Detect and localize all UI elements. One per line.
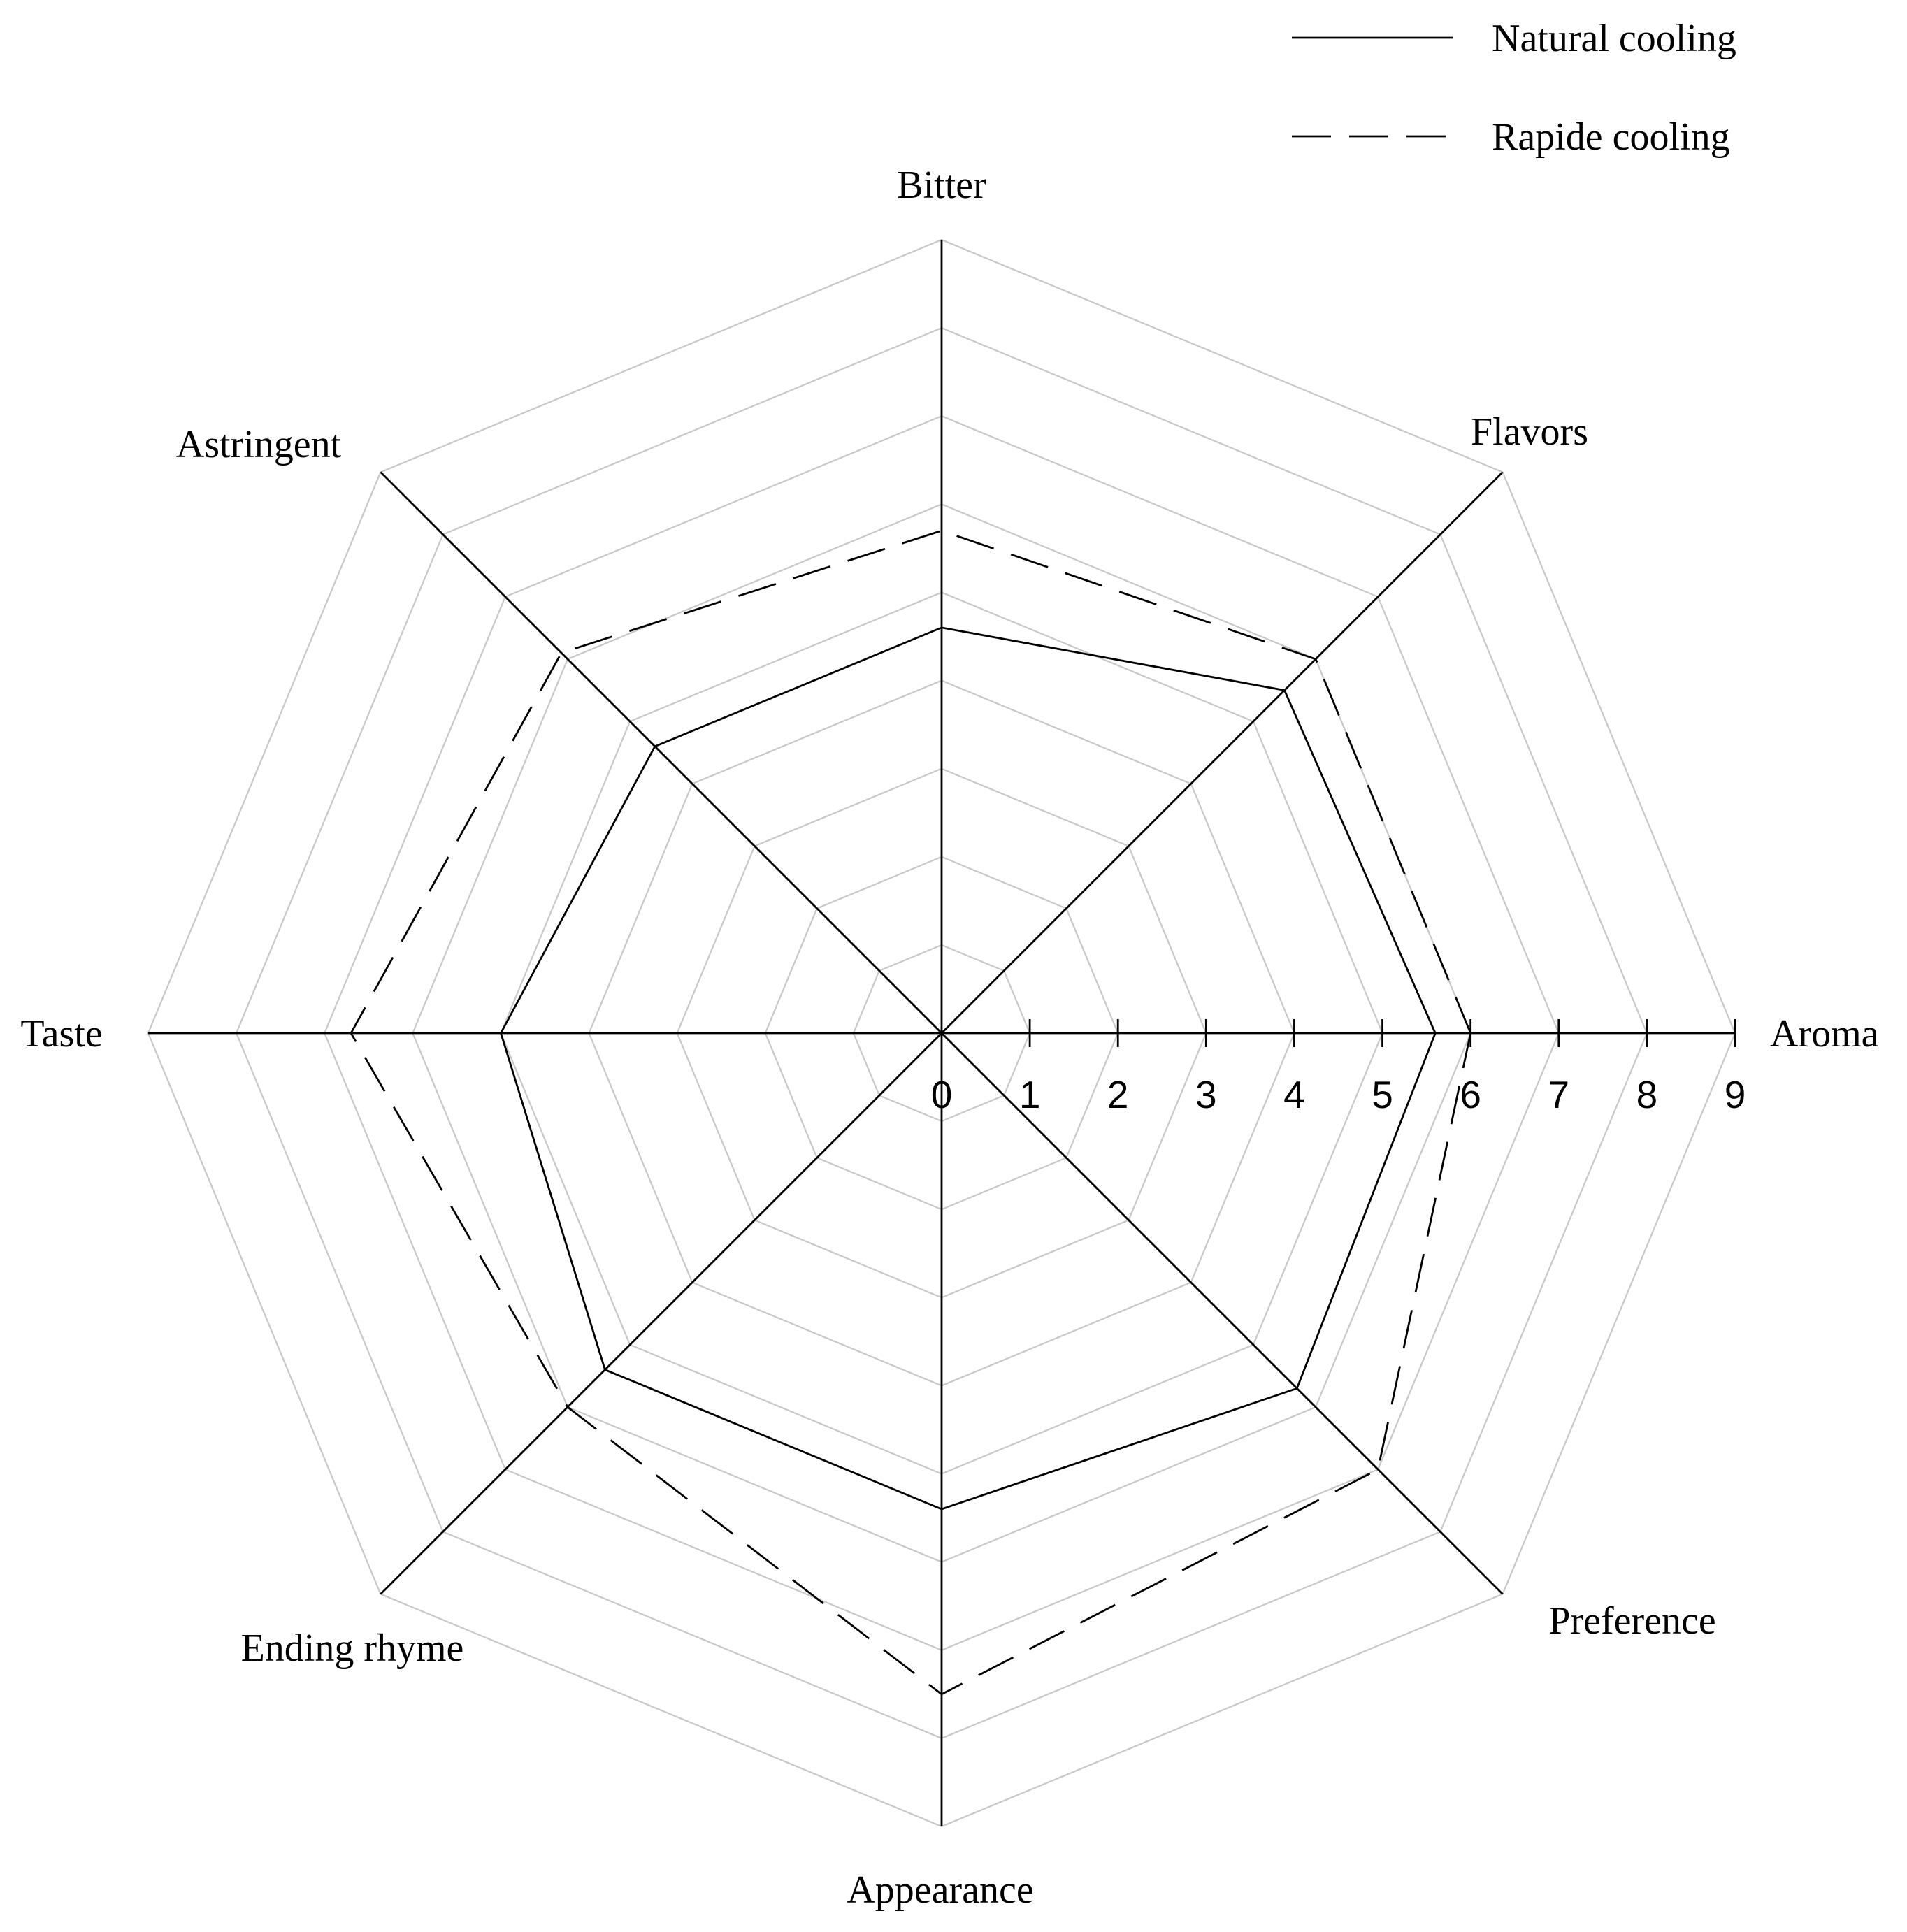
tick-label-5: 5 <box>1372 1073 1393 1116</box>
tick-label-1: 1 <box>1019 1073 1041 1116</box>
legend: Natural cooling Rapide cooling <box>1292 17 1736 159</box>
axis-labels: Aroma Flavors Bitter Astringent Taste Ending … <box>20 164 1878 1912</box>
axis-label-flavors: Flavors <box>1471 410 1588 454</box>
aroma-axis-ticks: 0 1 2 3 4 5 6 7 8 9 <box>931 1019 1746 1116</box>
tick-label-2: 2 <box>1107 1073 1129 1116</box>
radar-series <box>350 529 1472 1696</box>
spoke-astringent <box>380 471 942 1034</box>
axis-label-taste: Taste <box>20 1012 102 1055</box>
axis-label-ending-rhyme: Ending rhyme <box>241 1627 464 1670</box>
tick-label-0: 0 <box>931 1073 953 1116</box>
tick-label-6: 6 <box>1460 1073 1481 1116</box>
tick-label-7: 7 <box>1548 1073 1569 1116</box>
axis-label-bitter: Bitter <box>897 164 986 207</box>
radar-spokes <box>148 240 1735 1826</box>
axis-label-appearance: Appearance <box>847 1868 1033 1912</box>
axis-label-astringent: Astringent <box>176 423 342 466</box>
spoke-preference <box>941 1032 1504 1595</box>
legend-label-1: Natural cooling <box>1492 17 1736 60</box>
tick-label-8: 8 <box>1636 1073 1658 1116</box>
legend-label-2: Rapide cooling <box>1492 115 1730 159</box>
spoke-ending-rhyme <box>380 1032 942 1595</box>
tick-label-3: 3 <box>1195 1073 1217 1116</box>
tick-label-4: 4 <box>1283 1073 1305 1116</box>
tick-label-9: 9 <box>1725 1073 1746 1116</box>
axis-label-preference: Preference <box>1548 1599 1715 1643</box>
series-1-polygon <box>499 626 1437 1511</box>
axis-label-aroma: Aroma <box>1770 1012 1879 1055</box>
spoke-flavors <box>941 471 1504 1034</box>
series-2-polygon <box>350 529 1472 1696</box>
